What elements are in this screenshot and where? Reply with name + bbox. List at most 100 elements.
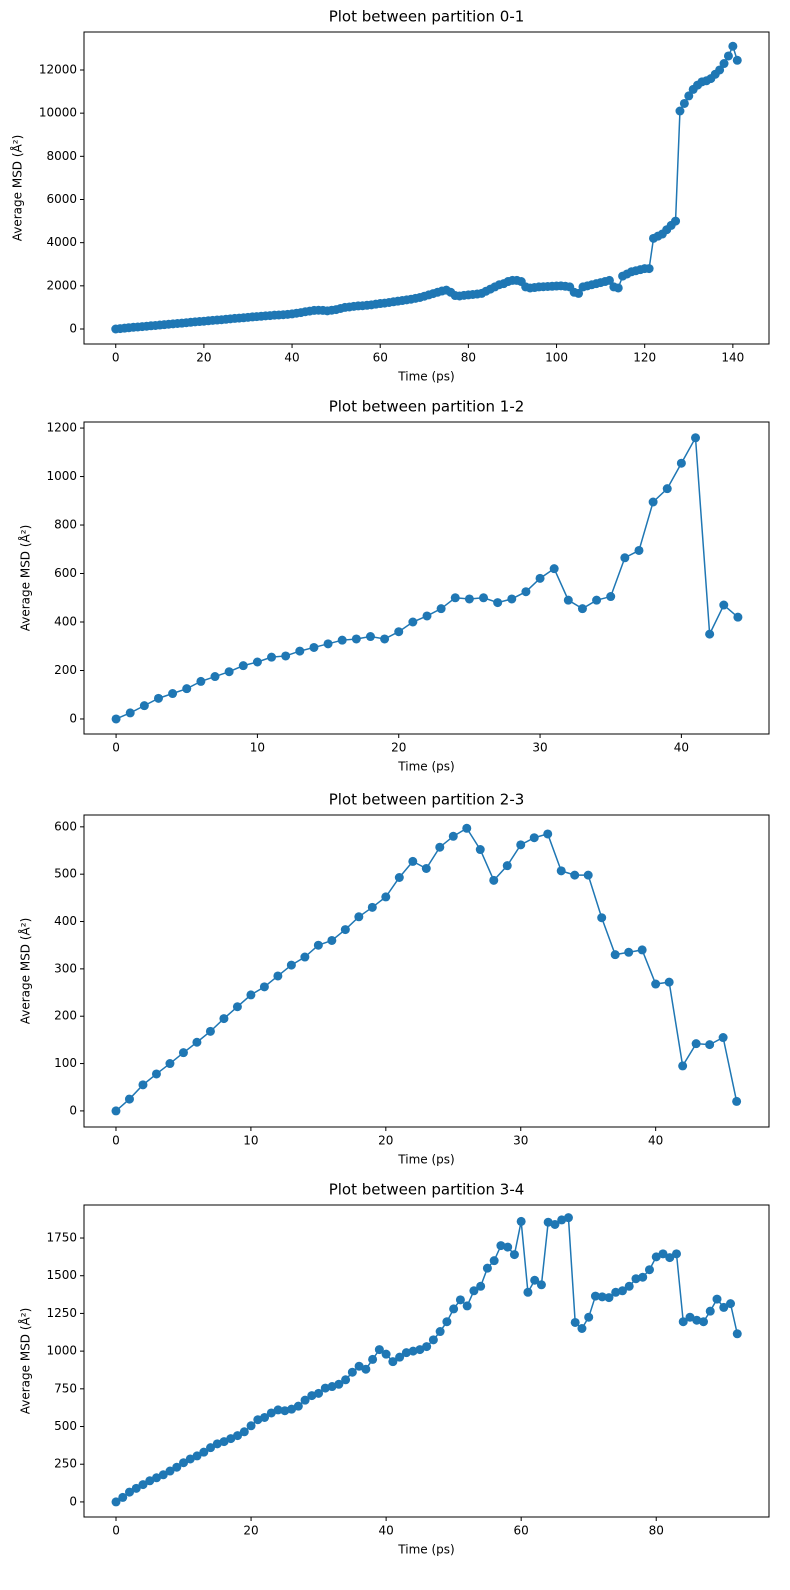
x-tick-label: 10 — [250, 741, 265, 755]
data-point — [178, 1048, 188, 1058]
data-point — [252, 657, 262, 667]
y-tick-label: 4000 — [46, 235, 77, 249]
data-point — [648, 497, 658, 507]
data-point — [394, 872, 404, 882]
data-point — [341, 1375, 351, 1385]
data-point — [232, 1002, 242, 1012]
data-point — [158, 1470, 168, 1480]
data-point — [351, 634, 361, 644]
data-point — [111, 1106, 121, 1116]
data-point — [455, 1295, 465, 1305]
x-axis-label: Time (ps) — [397, 760, 454, 774]
data-point — [597, 913, 607, 923]
data-point — [421, 863, 431, 873]
data-point — [723, 51, 733, 61]
y-tick-label: 100 — [54, 1056, 77, 1070]
data-point — [219, 1014, 229, 1024]
axes-frame — [83, 814, 770, 1128]
x-tick-label: 20 — [378, 1134, 393, 1148]
data-point — [543, 1217, 553, 1227]
data-point — [715, 65, 725, 75]
data-point — [111, 714, 121, 724]
y-tick-label: 400 — [54, 914, 77, 928]
data-point — [556, 866, 566, 876]
data-point — [381, 1349, 391, 1359]
data-point — [300, 952, 310, 962]
data-point — [172, 1462, 182, 1472]
data-point — [354, 1361, 364, 1371]
data-point — [368, 1354, 378, 1364]
y-tick-label: 200 — [54, 1009, 77, 1023]
data-point — [165, 1466, 175, 1476]
y-axis-label: Average MSD (Å²) — [10, 135, 25, 242]
data-point — [583, 870, 593, 880]
data-point — [401, 1348, 411, 1358]
data-point — [719, 59, 729, 69]
data-point — [273, 971, 283, 981]
data-point — [152, 1473, 162, 1483]
data-point — [475, 845, 485, 855]
data-point — [260, 1412, 270, 1422]
y-tick-label: 1250 — [46, 1306, 77, 1320]
data-point — [367, 902, 377, 912]
data-point — [644, 1265, 654, 1275]
y-tick-label: 600 — [54, 819, 77, 833]
data-point — [238, 661, 248, 671]
data-point — [435, 1327, 445, 1337]
data-point — [448, 831, 458, 841]
x-tick-label: 0 — [112, 1134, 120, 1148]
x-tick-label: 0 — [112, 741, 120, 755]
x-tick-label: 140 — [721, 351, 744, 365]
data-point — [469, 1286, 479, 1296]
data-point — [395, 1352, 405, 1362]
data-point — [631, 1274, 641, 1284]
data-point — [570, 870, 580, 880]
data-point — [698, 1317, 708, 1327]
data-point — [192, 1451, 202, 1461]
x-tick-label: 0 — [112, 1524, 120, 1538]
data-point — [712, 1294, 722, 1304]
data-line — [115, 1216, 738, 1503]
data-point — [535, 573, 545, 583]
data-point — [503, 1242, 513, 1252]
data-point — [125, 1487, 135, 1497]
data-point — [300, 1395, 310, 1405]
data-point — [563, 595, 573, 605]
y-tick-label: 200 — [54, 663, 77, 677]
data-point — [415, 1345, 425, 1355]
data-point — [732, 55, 742, 65]
data-point — [604, 275, 614, 285]
data-point — [408, 1346, 418, 1356]
y-axis-label: Average MSD (Å²) — [18, 1308, 33, 1415]
y-tick-label: 8000 — [46, 149, 77, 163]
data-point — [442, 1317, 452, 1327]
data-point — [111, 1497, 121, 1507]
data-point — [705, 629, 715, 639]
data-point — [273, 1405, 283, 1415]
data-point — [266, 1408, 276, 1418]
data-point — [337, 635, 347, 645]
data-point — [530, 1275, 540, 1285]
x-tick-label: 20 — [391, 741, 406, 755]
data-point — [692, 1315, 702, 1325]
data-point — [509, 1250, 519, 1260]
data-point — [570, 1317, 580, 1327]
y-tick-label: 1000 — [46, 1344, 77, 1358]
data-point — [394, 627, 404, 637]
data-point — [246, 990, 256, 1000]
data-point — [118, 1492, 128, 1502]
data-point — [428, 1335, 438, 1345]
y-tick-label: 2000 — [46, 278, 77, 292]
data-point — [732, 1329, 742, 1339]
data-point — [732, 1096, 742, 1106]
data-point — [436, 604, 446, 614]
x-tick-label: 40 — [648, 1134, 663, 1148]
data-point — [718, 1033, 728, 1043]
data-point — [267, 652, 277, 662]
data-point — [219, 1437, 229, 1447]
data-point — [293, 1401, 303, 1411]
data-point — [637, 945, 647, 955]
y-tick-label: 300 — [54, 961, 77, 975]
y-tick-label: 500 — [54, 1419, 77, 1433]
